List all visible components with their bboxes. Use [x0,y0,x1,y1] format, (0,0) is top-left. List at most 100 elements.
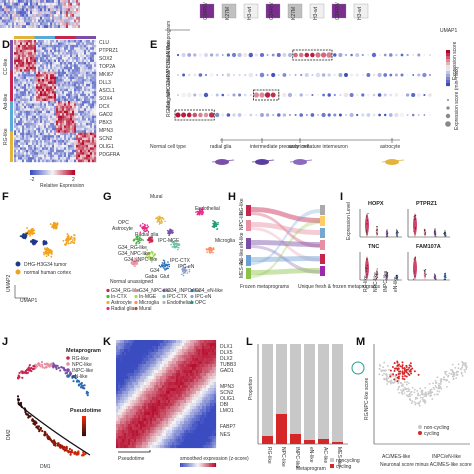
heat-cell [186,388,189,392]
heat-cell [58,98,61,102]
heat-cell [204,340,207,344]
heat-cell [156,358,159,362]
heat-cell [86,79,89,82]
heat-cell [58,132,61,136]
heat-cell [120,373,123,377]
heat-cell [182,391,185,395]
violin-point [366,264,368,266]
legend-cell [446,62,450,66]
dot [326,52,332,58]
heat-cell [14,108,17,111]
top-heat-cell [4,5,6,9]
heat-cell [136,355,139,359]
heat-cell [16,81,19,85]
heat-cell [16,91,19,94]
top-heat-cell [12,25,14,28]
heat-cell [72,49,75,53]
top-heat-cell [70,19,72,23]
heat-cell [118,370,121,374]
dot [349,92,354,98]
heat-cell [50,122,53,126]
heat-cell [58,83,61,87]
top-bar [243,3,259,19]
top-heat-cell [68,0,70,3]
heat-cell [194,370,197,374]
dot [350,53,353,57]
top-heat-cell [30,8,32,12]
heat-cell [58,69,61,72]
heat-cell [206,358,209,362]
heat-cell [146,352,149,356]
sankey-flow [251,240,320,247]
sankey-flow [251,245,320,274]
umap-point [185,269,187,272]
heat-cell [56,54,59,58]
heat-cell [18,57,21,60]
violin-point [424,274,426,276]
heat-cell [172,349,175,353]
heat-cell [76,61,79,65]
heat-cell [48,88,51,92]
heat-cell [48,115,51,119]
heat-cell [92,108,95,111]
umap-point [67,242,70,245]
heat-cell [140,349,143,353]
heat-cell [42,135,45,138]
heat-cell [44,120,47,124]
heat-cell [62,83,65,87]
dot [412,53,415,57]
top-heat-cell [62,22,64,26]
heat-cell [56,69,59,72]
heat-cell [42,61,45,65]
pseudotime-point [75,452,79,455]
panel-d-legend: Relative Expression [40,183,84,189]
heat-cell [36,44,39,48]
heat-cell [84,122,87,126]
dot [322,93,326,97]
heat-cell [160,367,163,371]
top-heat-cell [62,5,64,9]
heat-cell [30,81,33,85]
heat-cell [48,110,51,114]
violin-point [376,228,378,230]
heat-cell [70,57,73,60]
heat-cell [68,135,71,138]
dot [232,113,236,117]
violin-point [445,274,447,276]
heat-cell [52,122,55,126]
umap-point [171,246,174,248]
heat-cell [122,361,125,365]
heat-cell [214,379,217,383]
heat-cell [88,52,91,55]
umap-point [52,227,55,230]
violin-point [444,235,446,237]
violin-point [386,233,388,235]
heat-cell [70,74,73,77]
heat-cell [94,147,97,150]
heat-cell [164,346,167,350]
umap-point [202,211,204,214]
dot [411,113,415,117]
heat-cell [74,52,77,55]
heat-cell [70,154,73,158]
diffmap-point [71,376,74,379]
dot [266,74,269,76]
top-heat-cell [76,19,78,23]
heat-cell [30,137,33,141]
heat-cell [40,159,43,163]
panel-d-heatmap [10,36,97,163]
heat-cell [188,349,191,353]
heat-cell [128,352,131,356]
heat-cell [28,137,31,141]
umap-point [140,238,142,240]
umap-point [134,260,136,262]
heat-cell [162,379,165,383]
heat-cell [60,137,63,141]
heat-cell [192,370,195,374]
legend-dot [106,294,110,299]
heat-cell [144,391,147,395]
colorbar-cell [69,170,71,175]
violin-point [425,273,427,275]
heat-cell [48,157,51,160]
top-heat-cell [10,0,12,3]
